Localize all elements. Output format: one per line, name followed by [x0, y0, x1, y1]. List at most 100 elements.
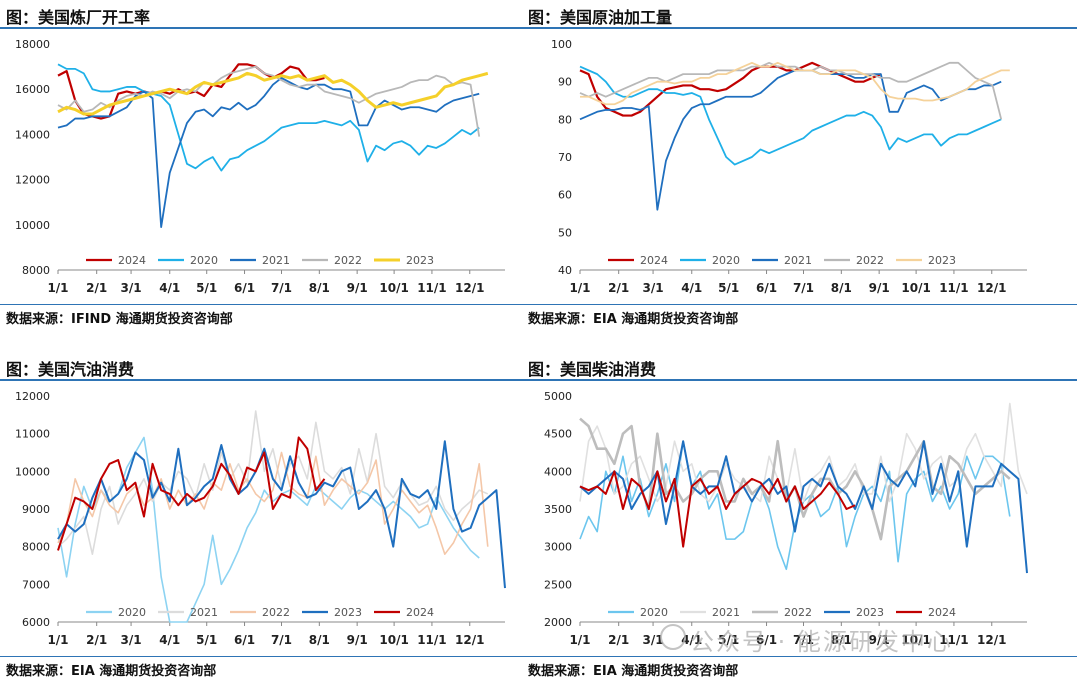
x-tick-label: 2/1 [86, 281, 107, 295]
x-tick-label: 5/1 [196, 281, 217, 295]
legend-label-2024: 2024 [928, 606, 956, 619]
x-tick-label: 11/1 [939, 281, 968, 295]
y-tick-label: 6000 [22, 616, 50, 629]
x-tick-label: 7/1 [271, 281, 292, 295]
x-tick-label: 5/1 [718, 633, 739, 647]
x-tick-label: 1/1 [569, 633, 590, 647]
legend-label-2021: 2021 [190, 606, 218, 619]
x-tick-label: 6/1 [234, 633, 255, 647]
x-tick-label: 12/1 [455, 281, 484, 295]
y-tick-label: 80 [558, 113, 572, 126]
x-tick-label: 9/1 [347, 633, 368, 647]
y-tick-label: 50 [558, 226, 572, 239]
x-tick-label: 6/1 [234, 281, 255, 295]
y-tick-label: 8000 [22, 541, 50, 554]
series-line-2021 [579, 402, 1028, 503]
x-tick-label: 1/1 [47, 281, 68, 295]
series-line-2022 [579, 61, 1003, 120]
x-tick-label: 10/1 [901, 633, 930, 647]
x-tick-label: 10/1 [379, 281, 408, 295]
y-tick-label: 9000 [22, 503, 50, 516]
legend-label-2023: 2023 [334, 606, 362, 619]
chart-title: 图：美国汽油消费 [6, 360, 135, 379]
x-tick-label: 4/1 [159, 633, 180, 647]
chart-panel-refinery-utilization: 图：美国炼厂开工率 8000 10000 12000 14000 16000 18000 1… [0, 0, 555, 342]
y-tick-label: 8000 [22, 264, 50, 277]
series-line-2024 [57, 63, 325, 120]
series-line-2023 [57, 71, 489, 116]
source-rule [522, 304, 1077, 305]
title-rule [522, 27, 1077, 29]
chart-source: 数据来源：EIA 海通期货投资咨询部 [6, 664, 217, 679]
y-tick-label: 3500 [544, 503, 572, 516]
legend-label-2024: 2024 [406, 606, 434, 619]
x-tick-label: 3/1 [643, 281, 664, 295]
series-line-2022 [57, 65, 481, 137]
x-tick-label: 12/1 [977, 633, 1006, 647]
x-tick-label: 1/1 [47, 633, 68, 647]
legend-label-2020: 2020 [712, 254, 740, 267]
series-line-2023 [579, 440, 1028, 574]
y-tick-label: 18000 [15, 38, 50, 51]
legend-label-2024: 2024 [118, 254, 146, 267]
x-tick-label: 4/1 [159, 281, 180, 295]
chart-panel-crude-runs: 图：美国原油加工量 40 50 60 70 80 90 100 1/1 2/1 3/1 4/1 5/1… [522, 0, 1077, 342]
chart-panel-gasoline-demand: 图：美国汽油消费 6000 7000 8000 9000 10000 11000 12000… [0, 352, 555, 694]
chart-plot: 8000 10000 12000 14000 16000 18000 1/1 2/1 3/1 4/… [15, 38, 505, 295]
x-tick-label: 6/1 [756, 281, 777, 295]
y-tick-label: 5000 [544, 390, 572, 403]
series-line-2021 [57, 410, 489, 555]
legend-label-2021: 2021 [784, 254, 812, 267]
title-rule [0, 379, 555, 381]
x-tick-label: 11/1 [417, 633, 446, 647]
y-tick-label: 90 [558, 76, 572, 89]
series-line-2021 [57, 77, 480, 228]
x-tick-label: 10/1 [379, 633, 408, 647]
legend-label-2022: 2022 [856, 254, 884, 267]
title-rule [0, 27, 555, 29]
y-tick-label: 11000 [15, 428, 50, 441]
y-tick-label: 4000 [544, 465, 572, 478]
legend-label-2024: 2024 [640, 254, 668, 267]
y-tick-label: 100 [551, 38, 572, 51]
x-tick-label: 7/1 [793, 633, 814, 647]
source-rule [0, 304, 555, 305]
y-tick-label: 10000 [15, 465, 50, 478]
legend-label-2022: 2022 [262, 606, 290, 619]
x-tick-label: 4/1 [681, 633, 702, 647]
y-tick-label: 4500 [544, 428, 572, 441]
watermark: 公众号 · 能源研发中心 [690, 628, 953, 656]
x-tick-label: 11/1 [417, 281, 446, 295]
y-tick-label: 16000 [15, 83, 50, 96]
chart-title: 图：美国柴油消费 [528, 360, 657, 379]
y-tick-label: 70 [558, 151, 572, 164]
chart-plot: 40 50 60 70 80 90 100 1/1 2/1 3/1 4/1 5/1 6/1 7/1 8/1 9… [551, 38, 1027, 295]
y-tick-label: 60 [558, 189, 572, 202]
x-tick-label: 8/1 [309, 281, 330, 295]
x-tick-label: 9/1 [347, 281, 368, 295]
chart-source: 数据来源：EIA 海通期货投资咨询部 [528, 312, 739, 327]
series-line-2023 [57, 440, 506, 589]
series-line-2022 [57, 451, 489, 555]
x-tick-label: 8/1 [831, 281, 852, 295]
x-tick-label: 6/1 [756, 633, 777, 647]
x-tick-label: 8/1 [831, 633, 852, 647]
chart-source: 数据来源：EIA 海通期货投资咨询部 [528, 664, 739, 679]
series-line-2024 [57, 436, 326, 551]
source-rule [0, 656, 555, 657]
y-tick-label: 12000 [15, 390, 50, 403]
chart-title: 图：美国炼厂开工率 [6, 8, 151, 27]
y-tick-label: 40 [558, 264, 572, 277]
x-tick-label: 10/1 [901, 281, 930, 295]
x-tick-label: 3/1 [121, 281, 142, 295]
source-rule [522, 656, 1077, 657]
chart-panel-distillate-demand: 图：美国柴油消费 2000 2500 3000 3500 4000 4500 5000 1/1… [522, 352, 1077, 694]
y-tick-label: 3000 [544, 541, 572, 554]
legend-label-2020: 2020 [190, 254, 218, 267]
legend-label-2021: 2021 [262, 254, 290, 267]
series-line-2020 [57, 63, 480, 172]
title-rule [522, 379, 1077, 381]
legend-label-2020: 2020 [640, 606, 668, 619]
chart-source: 数据来源：IFIND 海通期货投资咨询部 [6, 312, 233, 327]
legend-label-2022: 2022 [784, 606, 812, 619]
